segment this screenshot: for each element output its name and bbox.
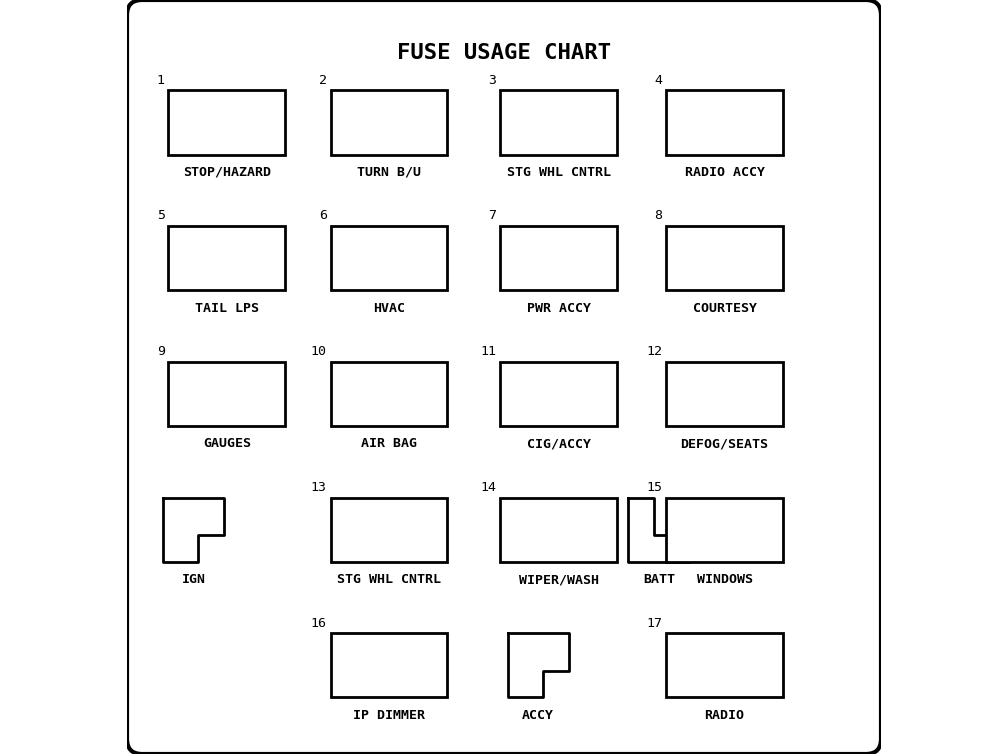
Bar: [168, 362, 285, 426]
Text: RADIO: RADIO: [705, 709, 745, 722]
Text: DEFOG/SEATS: DEFOG/SEATS: [680, 437, 768, 450]
Bar: [666, 633, 783, 697]
Bar: [500, 90, 617, 155]
Text: 16: 16: [310, 617, 327, 630]
Text: 3: 3: [489, 74, 497, 87]
Text: HVAC: HVAC: [373, 302, 405, 314]
Text: STG WHL CNTRL: STG WHL CNTRL: [507, 166, 611, 179]
Text: WIPER/WASH: WIPER/WASH: [519, 573, 599, 586]
Text: 17: 17: [646, 617, 662, 630]
Text: 8: 8: [654, 210, 662, 222]
Text: 12: 12: [646, 345, 662, 358]
Text: 9: 9: [156, 345, 164, 358]
Text: FUSE USAGE CHART: FUSE USAGE CHART: [397, 43, 611, 63]
Bar: [500, 362, 617, 426]
Text: 6: 6: [319, 210, 327, 222]
Text: BATT: BATT: [643, 573, 674, 586]
FancyBboxPatch shape: [127, 0, 881, 754]
Text: COURTESY: COURTESY: [692, 302, 757, 314]
Text: TURN B/U: TURN B/U: [357, 166, 421, 179]
Bar: [331, 498, 448, 562]
Bar: [666, 362, 783, 426]
Bar: [331, 633, 448, 697]
Bar: [331, 362, 448, 426]
Text: IGN: IGN: [181, 573, 206, 586]
Text: 11: 11: [481, 345, 497, 358]
Text: PWR ACCY: PWR ACCY: [526, 302, 591, 314]
Text: STOP/HAZARD: STOP/HAZARD: [182, 166, 271, 179]
Text: RADIO ACCY: RADIO ACCY: [684, 166, 764, 179]
Text: 4: 4: [654, 74, 662, 87]
Text: 13: 13: [310, 481, 327, 494]
Text: 1: 1: [156, 74, 164, 87]
Text: 7: 7: [489, 210, 497, 222]
Text: CIG/ACCY: CIG/ACCY: [526, 437, 591, 450]
Bar: [666, 498, 783, 562]
Text: AIR BAG: AIR BAG: [361, 437, 417, 450]
Bar: [331, 226, 448, 290]
Text: 14: 14: [481, 481, 497, 494]
Text: GAUGES: GAUGES: [203, 437, 251, 450]
Text: 15: 15: [646, 481, 662, 494]
Text: ACCY: ACCY: [522, 709, 554, 722]
Bar: [168, 226, 285, 290]
Text: IP DIMMER: IP DIMMER: [353, 709, 425, 722]
Text: 2: 2: [319, 74, 327, 87]
Bar: [666, 90, 783, 155]
Text: 10: 10: [310, 345, 327, 358]
Text: STG WHL CNTRL: STG WHL CNTRL: [337, 573, 442, 586]
Bar: [666, 226, 783, 290]
Bar: [331, 90, 448, 155]
Text: TAIL LPS: TAIL LPS: [195, 302, 259, 314]
Bar: [500, 226, 617, 290]
Bar: [500, 498, 617, 562]
Text: WINDOWS: WINDOWS: [697, 573, 753, 586]
Text: 5: 5: [156, 210, 164, 222]
Bar: [168, 90, 285, 155]
